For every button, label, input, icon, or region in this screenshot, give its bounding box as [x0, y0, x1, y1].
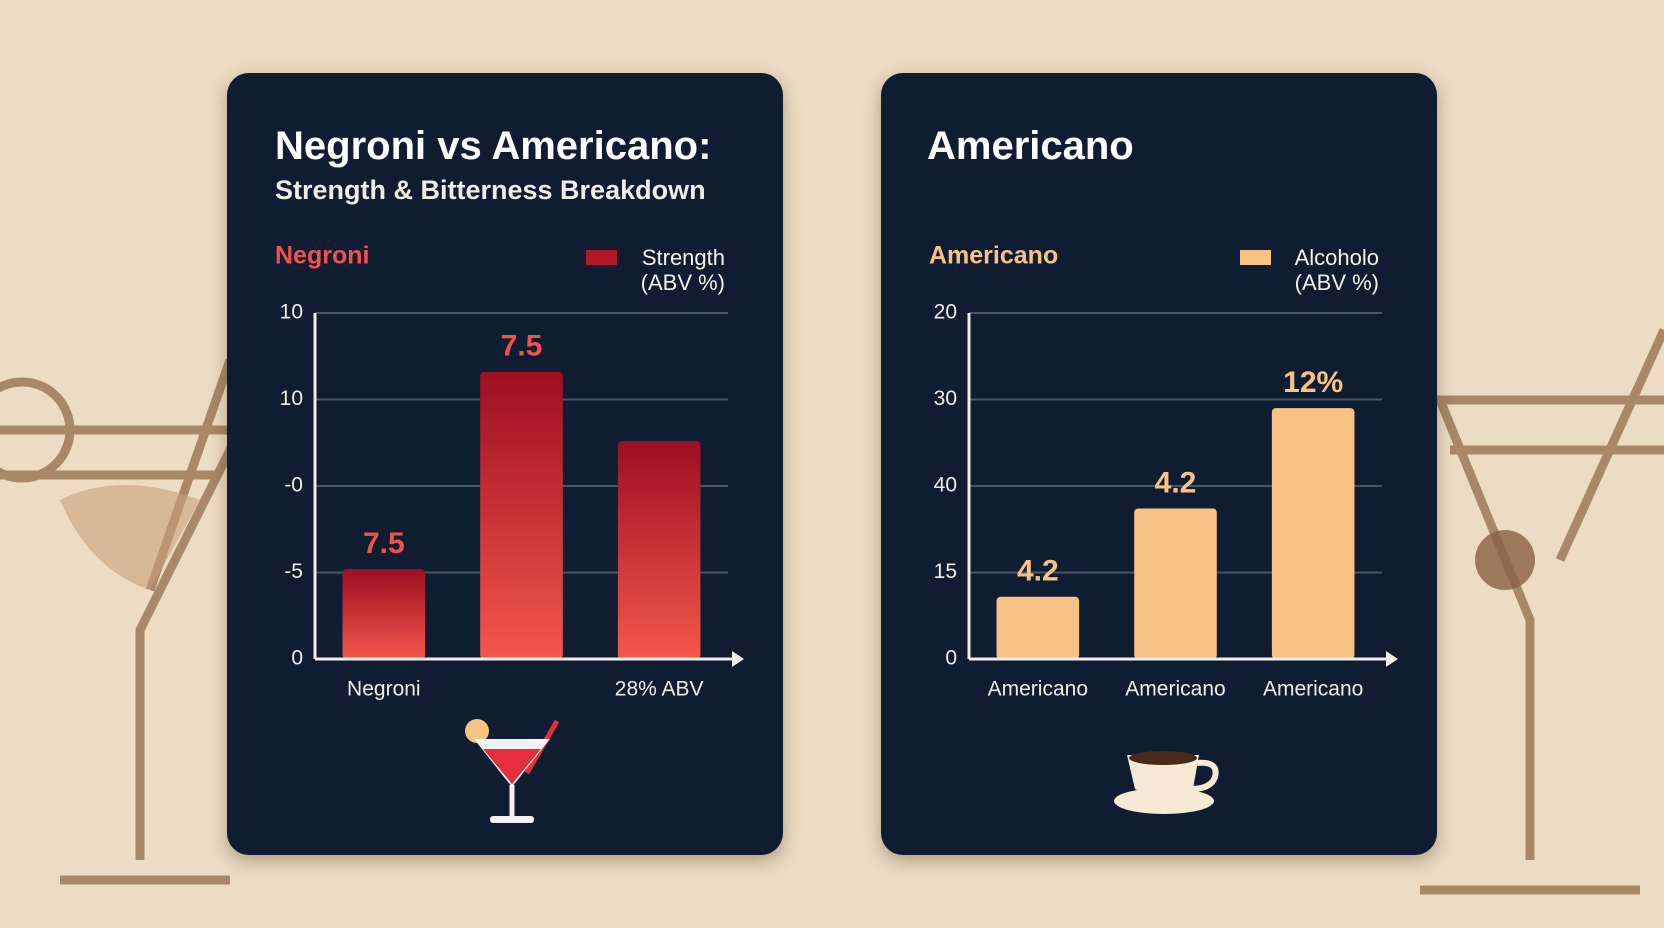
y-tick-label: -0: [284, 474, 303, 497]
chart-card: Americano Americano 0 15 40 30 20 Americano 4.2…: [881, 73, 1437, 855]
series-label: Americano: [929, 242, 1058, 270]
y-tick-label: 0: [945, 647, 957, 670]
legend-label: Alcoholo (ABV %): [1294, 245, 1379, 295]
y-tick-label: 10: [280, 387, 303, 410]
legend-swatch: [1240, 250, 1271, 265]
x-tick-label: Americano: [988, 678, 1088, 701]
chart: Negroni vs Americano: Strength & Bittern…: [275, 124, 744, 823]
series-label: Negroni: [275, 242, 369, 270]
bar-annotation: 4.2: [1155, 466, 1197, 499]
x-tick-label: Americano: [1125, 678, 1225, 701]
bar-annotation: 7.5: [501, 330, 543, 363]
legend: Strength (ABV %): [586, 245, 725, 295]
y-tick-label: -5: [284, 560, 303, 583]
bar-annotation: 12%: [1283, 366, 1343, 399]
chart: Americano Americano 0 15 40 30 20 Americano 4.2…: [927, 124, 1398, 814]
olive: [1475, 530, 1535, 590]
y-tick-label: 15: [934, 560, 957, 583]
chart-subtitle: Strength & Bitterness Breakdown: [275, 175, 706, 205]
y-tick-label: 30: [934, 387, 957, 410]
bar-annotation: 7.5: [363, 527, 405, 560]
bar: [1271, 408, 1355, 659]
x-axis-arrow: [732, 651, 744, 667]
bar: [1134, 508, 1217, 659]
chart-title: Negroni vs Americano:: [275, 124, 711, 168]
legend: Alcoholo (ABV %): [1240, 245, 1379, 295]
y-tick-label: 10: [280, 301, 303, 324]
x-axis-arrow: [1386, 651, 1398, 667]
x-tick-label: Negroni: [347, 678, 421, 701]
y-tick-label: 0: [291, 647, 303, 670]
cocktail-icon: [465, 719, 560, 823]
drink: [60, 485, 200, 590]
coffee-icon: [1114, 751, 1219, 814]
x-tick-label: Americano: [1263, 678, 1363, 701]
chart-card: Negroni vs Americano: Strength & Bittern…: [227, 73, 783, 855]
y-tick-label: 20: [934, 301, 957, 324]
legend-label: Strength (ABV %): [640, 245, 725, 295]
bar: [617, 441, 701, 659]
bar: [342, 569, 426, 659]
bar: [480, 371, 563, 659]
y-tick-label: 40: [934, 474, 957, 497]
bar-annotation: 4.2: [1017, 555, 1059, 588]
legend-swatch: [586, 250, 617, 265]
x-tick-label: 28% ABV: [615, 678, 704, 701]
bar: [996, 596, 1080, 659]
chart-title: Americano: [927, 124, 1134, 168]
